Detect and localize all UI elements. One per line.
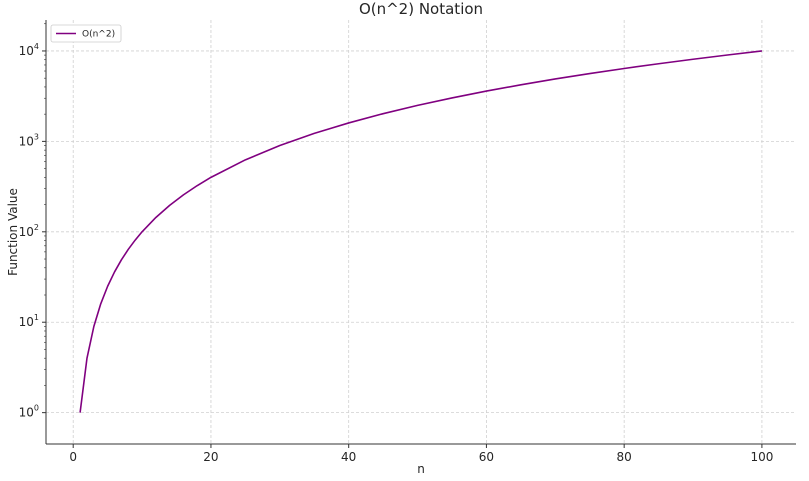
y-tick-label: 103 xyxy=(19,132,39,148)
y-tick-label: 102 xyxy=(19,223,39,239)
x-tick-label: 40 xyxy=(341,450,356,464)
x-tick-label: 0 xyxy=(69,450,77,464)
x-axis-label: n xyxy=(417,462,425,476)
x-ticks: 0 20 40 60 80 100 xyxy=(69,444,773,464)
y-ticks: 100 101 102 103 104 xyxy=(19,23,46,420)
legend-box xyxy=(50,24,122,43)
y-tick-label: 101 xyxy=(19,313,39,329)
x-tick-label: 60 xyxy=(479,450,494,464)
legend-label: O(n^2) xyxy=(82,30,115,40)
y-tick-label: 100 xyxy=(19,404,39,420)
y-tick-label: 104 xyxy=(19,42,39,58)
x-tick-label: 100 xyxy=(750,450,773,464)
x-tick-label: 80 xyxy=(617,450,632,464)
legend: O(n^2) xyxy=(50,24,122,43)
series-line xyxy=(79,50,763,413)
x-tick-label: 20 xyxy=(203,450,218,464)
series-group xyxy=(79,50,763,413)
y-axis-label: Function Value xyxy=(6,188,20,276)
chart-title: O(n^2) Notation xyxy=(359,0,483,18)
